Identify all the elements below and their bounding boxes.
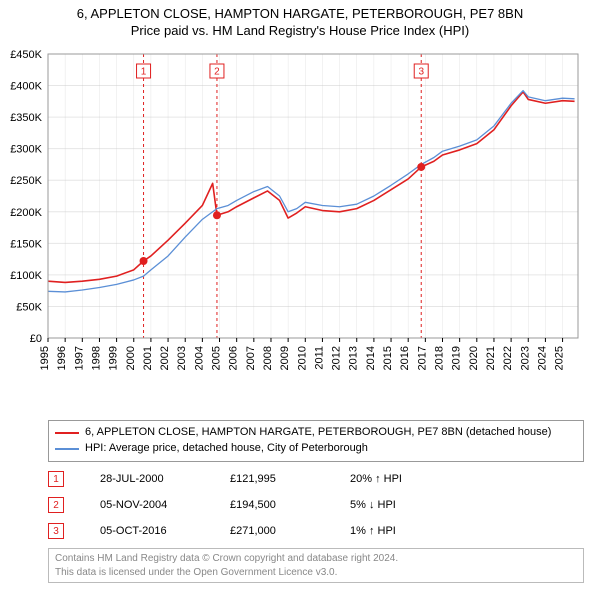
svg-text:£350K: £350K: [10, 112, 42, 124]
event-row: 3 05-OCT-2016 £271,000 1% ↑ HPI: [48, 518, 584, 544]
footer-line-2: This data is licensed under the Open Gov…: [55, 566, 577, 580]
svg-text:2020: 2020: [468, 346, 480, 370]
svg-text:2002: 2002: [159, 346, 171, 370]
svg-text:2006: 2006: [228, 346, 240, 370]
event-num-box: 2: [48, 497, 64, 513]
event-delta: 5% ↓ HPI: [350, 499, 470, 511]
svg-text:2013: 2013: [348, 346, 360, 370]
footer-line-1: Contains HM Land Registry data © Crown c…: [55, 552, 577, 566]
event-delta: 1% ↑ HPI: [350, 525, 470, 537]
svg-text:2023: 2023: [519, 346, 531, 370]
svg-text:1998: 1998: [90, 346, 102, 370]
svg-text:£400K: £400K: [10, 81, 42, 93]
svg-text:1995: 1995: [39, 346, 51, 370]
svg-text:2000: 2000: [125, 346, 137, 370]
svg-text:2009: 2009: [279, 346, 291, 370]
footer-attribution: Contains HM Land Registry data © Crown c…: [48, 548, 584, 583]
svg-text:2005: 2005: [211, 346, 223, 370]
svg-text:£250K: £250K: [10, 175, 42, 187]
svg-text:2010: 2010: [296, 346, 308, 370]
svg-text:2017: 2017: [416, 346, 428, 370]
legend-box: 6, APPLETON CLOSE, HAMPTON HARGATE, PETE…: [48, 420, 584, 462]
svg-text:£0: £0: [30, 333, 42, 345]
legend-swatch: [55, 448, 79, 450]
legend-item: 6, APPLETON CLOSE, HAMPTON HARGATE, PETE…: [55, 425, 577, 441]
title-line-1: 6, APPLETON CLOSE, HAMPTON HARGATE, PETE…: [0, 6, 600, 23]
svg-text:2012: 2012: [331, 346, 343, 370]
svg-text:2018: 2018: [433, 346, 445, 370]
svg-text:2007: 2007: [245, 346, 257, 370]
svg-text:1999: 1999: [108, 346, 120, 370]
svg-text:2003: 2003: [176, 346, 188, 370]
svg-text:2004: 2004: [193, 346, 205, 370]
chart-plot-area: £0£50K£100K£150K£200K£250K£300K£350K£400…: [48, 50, 584, 380]
svg-text:2019: 2019: [451, 346, 463, 370]
event-date: 28-JUL-2000: [100, 473, 230, 485]
event-price: £194,500: [230, 499, 350, 511]
event-row: 2 05-NOV-2004 £194,500 5% ↓ HPI: [48, 492, 584, 518]
svg-text:1996: 1996: [56, 346, 68, 370]
svg-text:2: 2: [214, 67, 220, 78]
event-date: 05-NOV-2004: [100, 499, 230, 511]
event-delta: 20% ↑ HPI: [350, 473, 470, 485]
chart-title-block: 6, APPLETON CLOSE, HAMPTON HARGATE, PETE…: [0, 0, 600, 42]
svg-text:2025: 2025: [554, 346, 566, 370]
event-price: £271,000: [230, 525, 350, 537]
svg-text:£450K: £450K: [10, 49, 42, 61]
event-date: 05-OCT-2016: [100, 525, 230, 537]
svg-text:2001: 2001: [142, 346, 154, 370]
event-num-box: 3: [48, 523, 64, 539]
svg-text:2015: 2015: [382, 346, 394, 370]
event-price: £121,995: [230, 473, 350, 485]
svg-text:2008: 2008: [262, 346, 274, 370]
event-row: 1 28-JUL-2000 £121,995 20% ↑ HPI: [48, 466, 584, 492]
svg-text:2024: 2024: [536, 346, 548, 370]
svg-text:£200K: £200K: [10, 207, 42, 219]
svg-text:1: 1: [141, 67, 147, 78]
legend-swatch: [55, 432, 79, 434]
svg-text:£50K: £50K: [16, 301, 42, 313]
svg-text:£100K: £100K: [10, 270, 42, 282]
legend-label: 6, APPLETON CLOSE, HAMPTON HARGATE, PETE…: [85, 425, 551, 441]
svg-text:1997: 1997: [73, 346, 85, 370]
legend-item: HPI: Average price, detached house, City…: [55, 441, 577, 457]
svg-text:2022: 2022: [502, 346, 514, 370]
svg-text:£150K: £150K: [10, 238, 42, 250]
svg-text:2011: 2011: [313, 346, 325, 370]
event-num-box: 1: [48, 471, 64, 487]
svg-text:2016: 2016: [399, 346, 411, 370]
title-line-2: Price paid vs. HM Land Registry's House …: [0, 23, 600, 40]
svg-text:£300K: £300K: [10, 144, 42, 156]
svg-text:3: 3: [418, 67, 424, 78]
svg-text:2021: 2021: [485, 346, 497, 370]
events-table: 1 28-JUL-2000 £121,995 20% ↑ HPI 2 05-NO…: [48, 466, 584, 544]
svg-text:2014: 2014: [365, 346, 377, 370]
legend-label: HPI: Average price, detached house, City…: [85, 441, 368, 457]
